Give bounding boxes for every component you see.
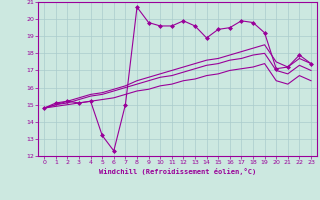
X-axis label: Windchill (Refroidissement éolien,°C): Windchill (Refroidissement éolien,°C) (99, 168, 256, 175)
